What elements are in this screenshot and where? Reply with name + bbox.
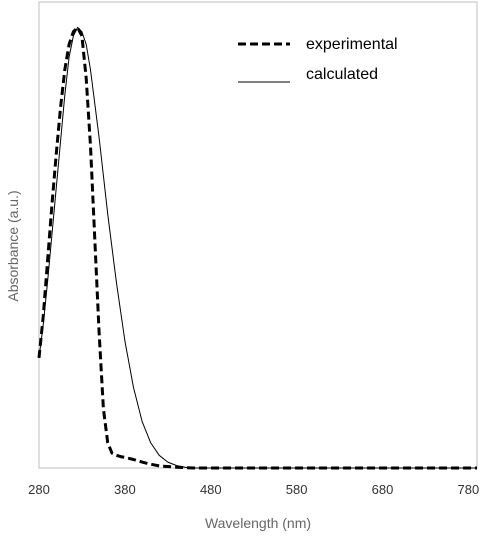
x-tick-label: 280 (28, 482, 50, 497)
series-line-calculated (38, 26, 477, 469)
legend: experimental calculated (238, 36, 398, 83)
legend-label-experimental: experimental (306, 36, 398, 53)
x-tick-label: 380 (114, 482, 136, 497)
legend-label-calculated: calculated (306, 66, 378, 83)
x-axis-label: Wavelength (nm) (205, 515, 311, 531)
plot-frame (38, 1, 478, 469)
x-tick-label: 480 (200, 482, 222, 497)
x-tick-labels: 280 380 480 580 680 780 (28, 482, 479, 497)
y-axis-label: Absorbance (a.u.) (5, 190, 21, 301)
x-tick-label: 680 (372, 482, 394, 497)
x-tick-label: 780 (458, 482, 480, 497)
series-layer (37, 25, 477, 470)
x-tick-label: 580 (286, 482, 308, 497)
series-line-experimental (37, 25, 477, 470)
